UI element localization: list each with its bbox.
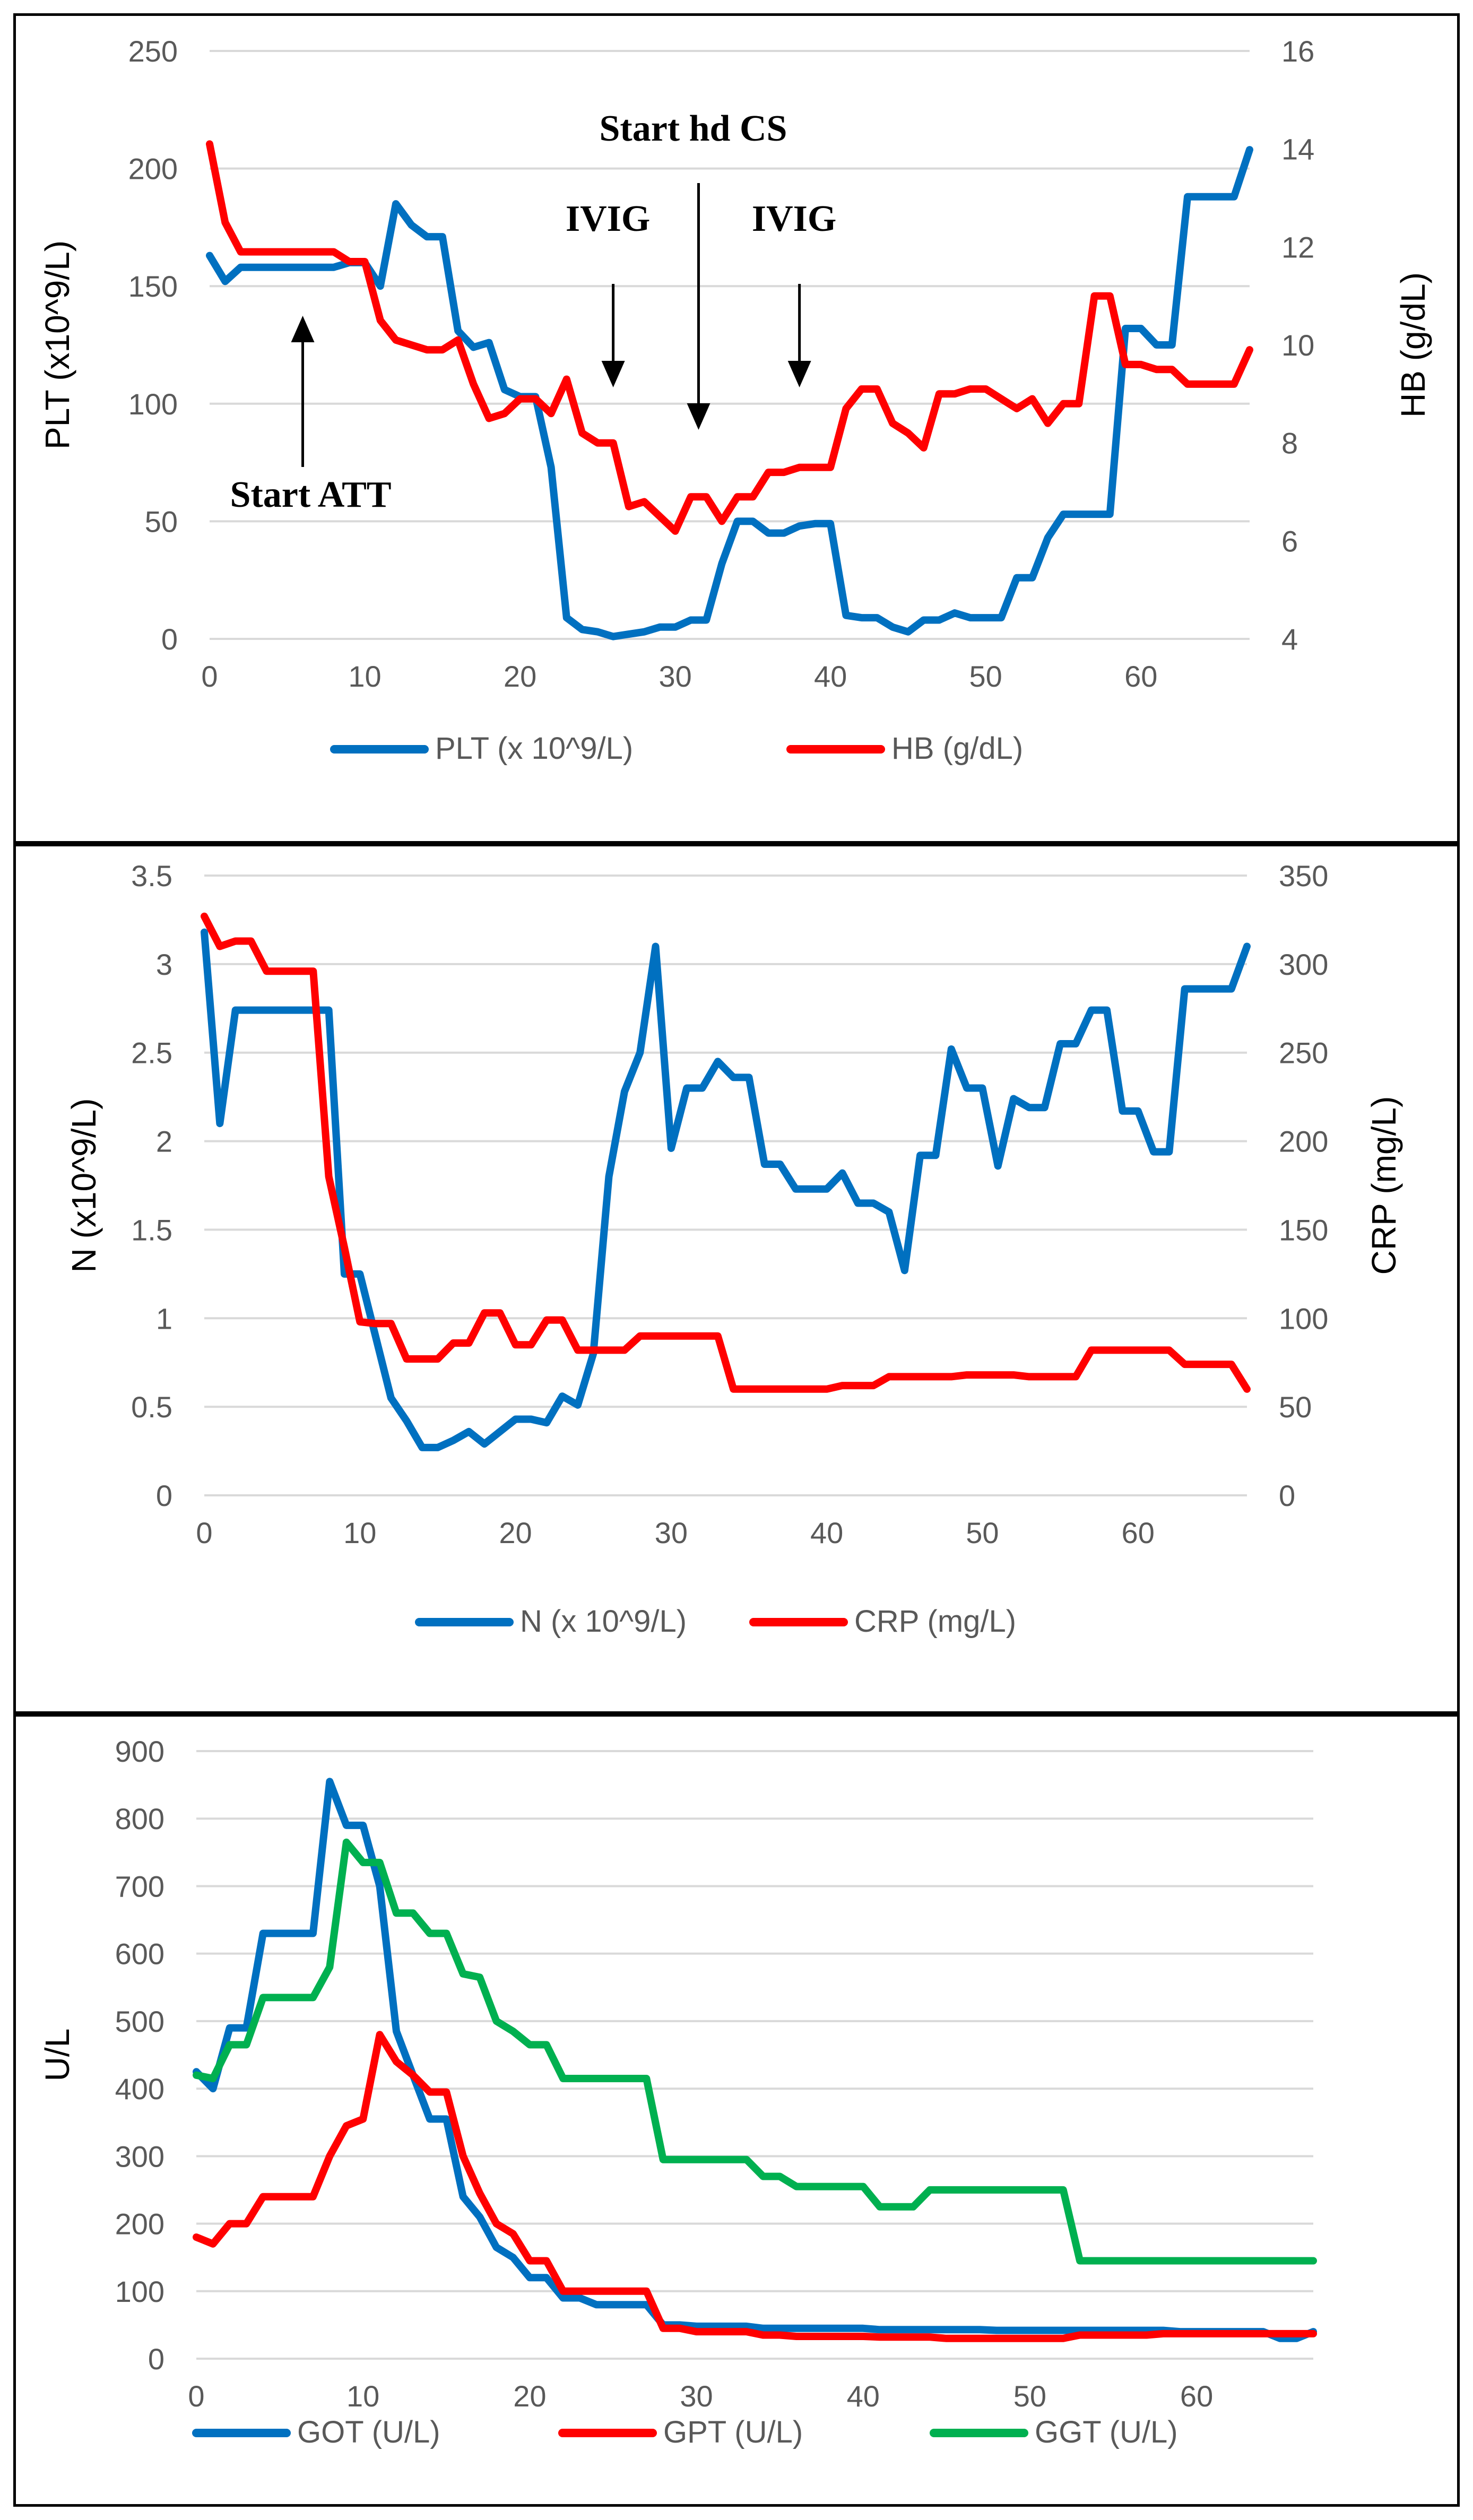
y-tick-label: 200 xyxy=(115,2207,164,2241)
y-tick-label: 2 xyxy=(156,1125,172,1158)
legend-label: HB (g/dL) xyxy=(891,731,1023,766)
x-tick-label: 0 xyxy=(201,660,218,693)
series-line-ggt xyxy=(193,1838,1317,2265)
y2-tick-label: 8 xyxy=(1281,427,1298,460)
y-tick-label: 100 xyxy=(128,387,178,421)
y-tick-label: 0.5 xyxy=(131,1390,172,1424)
legend-label: GPT (U/L) xyxy=(663,2415,803,2449)
y-tick-label: 3.5 xyxy=(131,859,172,893)
x-tick-label: 10 xyxy=(348,660,381,693)
y2-tick-label: 200 xyxy=(1279,1125,1328,1158)
annotation-arrowhead xyxy=(787,361,811,387)
annotation-label: Start hd CS xyxy=(600,108,787,149)
y-tick-label: 900 xyxy=(115,1735,164,1768)
panel-liver-enzymes: 0 100 200 300 400 500 600 700 800 900 0 10 20 30 40 50 6… xyxy=(13,1714,1460,2507)
panel-n-crp: 0 0.5 1 1.5 2 2.5 3 3.5 0 50 100 150 200 250 300 350 0 10… xyxy=(13,844,1460,1714)
annotation-label: IVIG xyxy=(752,198,836,239)
x-tick-label: 0 xyxy=(188,2379,204,2413)
y-tick-label: 800 xyxy=(115,1802,164,1835)
y-axis-label: PLT (x10^9/L) xyxy=(38,240,76,449)
series-line-got xyxy=(193,1778,1317,2342)
x-tick-label: 30 xyxy=(655,1516,688,1549)
y2-tick-label: 14 xyxy=(1281,133,1314,166)
y2-tick-label: 16 xyxy=(1281,34,1314,68)
y-tick-label: 0 xyxy=(161,622,178,656)
series-line-plt xyxy=(206,146,1253,640)
y-tick-label: 50 xyxy=(145,505,178,538)
y2-tick-label: 50 xyxy=(1279,1390,1312,1424)
x-tick-label: 10 xyxy=(346,2379,379,2413)
y-axis-label: N (x10^9/L) xyxy=(65,1098,103,1273)
y2-axis-label: CRP (mg/L) xyxy=(1365,1096,1403,1275)
panel-plt-hb: 0 50 100 150 200 250 4 6 8 10 12 14 16 0 10 20 30 40 50 60 P… xyxy=(13,13,1460,844)
y-tick-label: 1 xyxy=(156,1302,172,1335)
x-tick-label: 60 xyxy=(1122,1516,1155,1549)
y2-tick-label: 100 xyxy=(1279,1302,1328,1335)
x-tick-label: 60 xyxy=(1124,660,1157,693)
y-tick-label: 100 xyxy=(115,2275,164,2308)
y-tick-label: 1.5 xyxy=(131,1213,172,1246)
annotation-label: Start ATT xyxy=(230,474,392,515)
y2-tick-label: 10 xyxy=(1281,328,1314,362)
legend-label: GGT (U/L) xyxy=(1035,2415,1178,2449)
series-line-hb xyxy=(206,140,1253,535)
y-tick-label: 200 xyxy=(128,152,178,186)
x-tick-label: 40 xyxy=(810,1516,843,1549)
y2-axis-label: HB (g/dL) xyxy=(1394,272,1432,418)
x-tick-label: 40 xyxy=(814,660,847,693)
annotation-label: IVIG xyxy=(566,198,650,239)
x-tick-label: 20 xyxy=(513,2379,546,2413)
y-tick-label: 2.5 xyxy=(131,1036,172,1070)
legend-label: GOT (U/L) xyxy=(297,2415,440,2449)
y-tick-label: 600 xyxy=(115,1937,164,1971)
legend-label: CRP (mg/L) xyxy=(854,1604,1016,1639)
annotation-arrowhead xyxy=(601,361,625,387)
x-tick-label: 50 xyxy=(966,1516,999,1549)
y-axis-label: U/L xyxy=(38,2029,76,2082)
x-tick-label: 60 xyxy=(1180,2379,1213,2413)
chart-n-crp: 0 0.5 1 1.5 2 2.5 3 3.5 0 50 100 150 200 250 300 350 0 10… xyxy=(65,859,1403,1639)
legend-label: PLT (x 10^9/L) xyxy=(435,731,633,766)
x-tick-label: 20 xyxy=(504,660,536,693)
y-tick-label: 400 xyxy=(115,2072,164,2106)
y2-tick-label: 350 xyxy=(1279,859,1328,893)
y-tick-label: 250 xyxy=(128,34,178,68)
y-tick-label: 300 xyxy=(115,2140,164,2173)
x-tick-label: 50 xyxy=(969,660,1002,693)
annotation-arrowhead xyxy=(291,316,315,342)
y2-tick-label: 4 xyxy=(1281,622,1298,656)
y-tick-label: 700 xyxy=(115,1869,164,1903)
y2-tick-label: 250 xyxy=(1279,1036,1328,1070)
x-tick-label: 50 xyxy=(1013,2379,1046,2413)
x-tick-label: 0 xyxy=(196,1516,212,1549)
y-tick-label: 0 xyxy=(156,1479,172,1512)
y-tick-label: 3 xyxy=(156,948,172,981)
y2-tick-label: 6 xyxy=(1281,524,1298,558)
annotation-arrowhead xyxy=(687,403,710,430)
chart-plt-hb: 0 50 100 150 200 250 4 6 8 10 12 14 16 0 10 20 30 40 50 60 P… xyxy=(38,34,1432,766)
x-tick-label: 40 xyxy=(847,2379,880,2413)
chart-liver-enzymes: 0 100 200 300 400 500 600 700 800 900 0 10 20 30 40 50 6… xyxy=(38,1735,1317,2449)
y2-tick-label: 150 xyxy=(1279,1213,1328,1246)
series-line-gpt xyxy=(193,2031,1317,2342)
legend-label: N (x 10^9/L) xyxy=(520,1604,687,1639)
y-tick-label: 500 xyxy=(115,2005,164,2038)
x-tick-label: 10 xyxy=(343,1516,376,1549)
y-tick-label: 0 xyxy=(148,2342,164,2376)
series-line-n xyxy=(201,928,1251,1451)
y2-tick-label: 0 xyxy=(1279,1479,1295,1512)
x-tick-label: 30 xyxy=(680,2379,713,2413)
x-tick-label: 30 xyxy=(658,660,691,693)
y-tick-label: 150 xyxy=(128,270,178,303)
x-tick-label: 20 xyxy=(499,1516,532,1549)
y2-tick-label: 300 xyxy=(1279,948,1328,981)
y2-tick-label: 12 xyxy=(1281,230,1314,264)
series-line-crp xyxy=(201,912,1251,1393)
